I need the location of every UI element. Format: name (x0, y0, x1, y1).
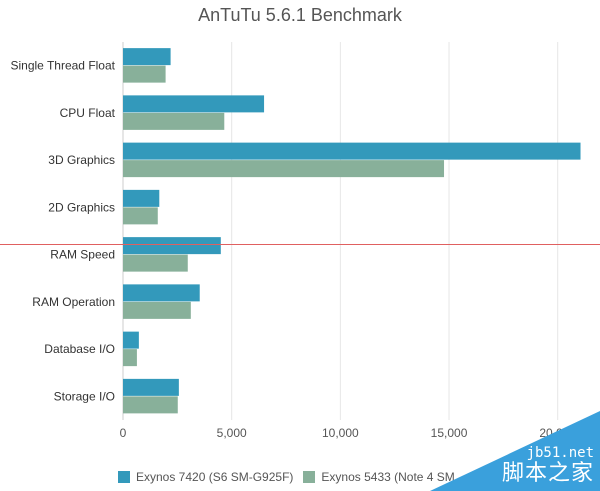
y-category-label: Storage I/O (54, 389, 115, 403)
chart-title: AnTuTu 5.6.1 Benchmark (198, 5, 402, 25)
bar-1 (123, 237, 221, 255)
y-category-label: Database I/O (44, 342, 115, 356)
legend-label: Exynos 5433 (Note 4 SM (321, 470, 455, 484)
legend-swatch (118, 471, 130, 483)
legend-swatch (303, 471, 316, 483)
bar-2 (123, 396, 178, 414)
bar-2 (123, 301, 191, 319)
x-tick-label: 0 (120, 426, 127, 440)
watermark: jb51.net 脚本之家 (430, 411, 600, 491)
x-tick-label: 10,000 (322, 426, 359, 440)
x-tick-label: 5,000 (217, 426, 247, 440)
bar-2 (123, 349, 137, 367)
bar-1 (123, 142, 581, 160)
y-category-label: 3D Graphics (48, 153, 115, 167)
bar-2 (123, 65, 166, 83)
bar-2 (123, 112, 225, 130)
watermark-text: jb51.net (526, 445, 594, 461)
bar-1 (123, 331, 139, 349)
y-category-label: 2D Graphics (48, 200, 115, 214)
y-category-label: RAM Operation (32, 295, 115, 309)
bar-2 (123, 160, 445, 178)
y-category-label: Single Thread Float (10, 59, 115, 73)
bar-1 (123, 48, 171, 66)
annotation-line (0, 244, 600, 245)
bar-1 (123, 189, 160, 207)
bar-1 (123, 378, 179, 396)
y-category-label: RAM Speed (50, 248, 115, 262)
bar-1 (123, 95, 265, 113)
legend: Exynos 7420 (S6 SM-G925F) Exynos 5433 (N… (118, 470, 455, 484)
bar-2 (123, 207, 158, 225)
legend-item-series-1[interactable]: Exynos 7420 (S6 SM-G925F) (118, 470, 293, 484)
legend-item-series-2[interactable]: Exynos 5433 (Note 4 SM (303, 470, 455, 484)
y-category-label: CPU Float (60, 106, 116, 120)
legend-label: Exynos 7420 (S6 SM-G925F) (136, 470, 294, 484)
watermark-text: 脚本之家 (501, 460, 594, 485)
bar-2 (123, 254, 188, 272)
bar-1 (123, 284, 200, 302)
